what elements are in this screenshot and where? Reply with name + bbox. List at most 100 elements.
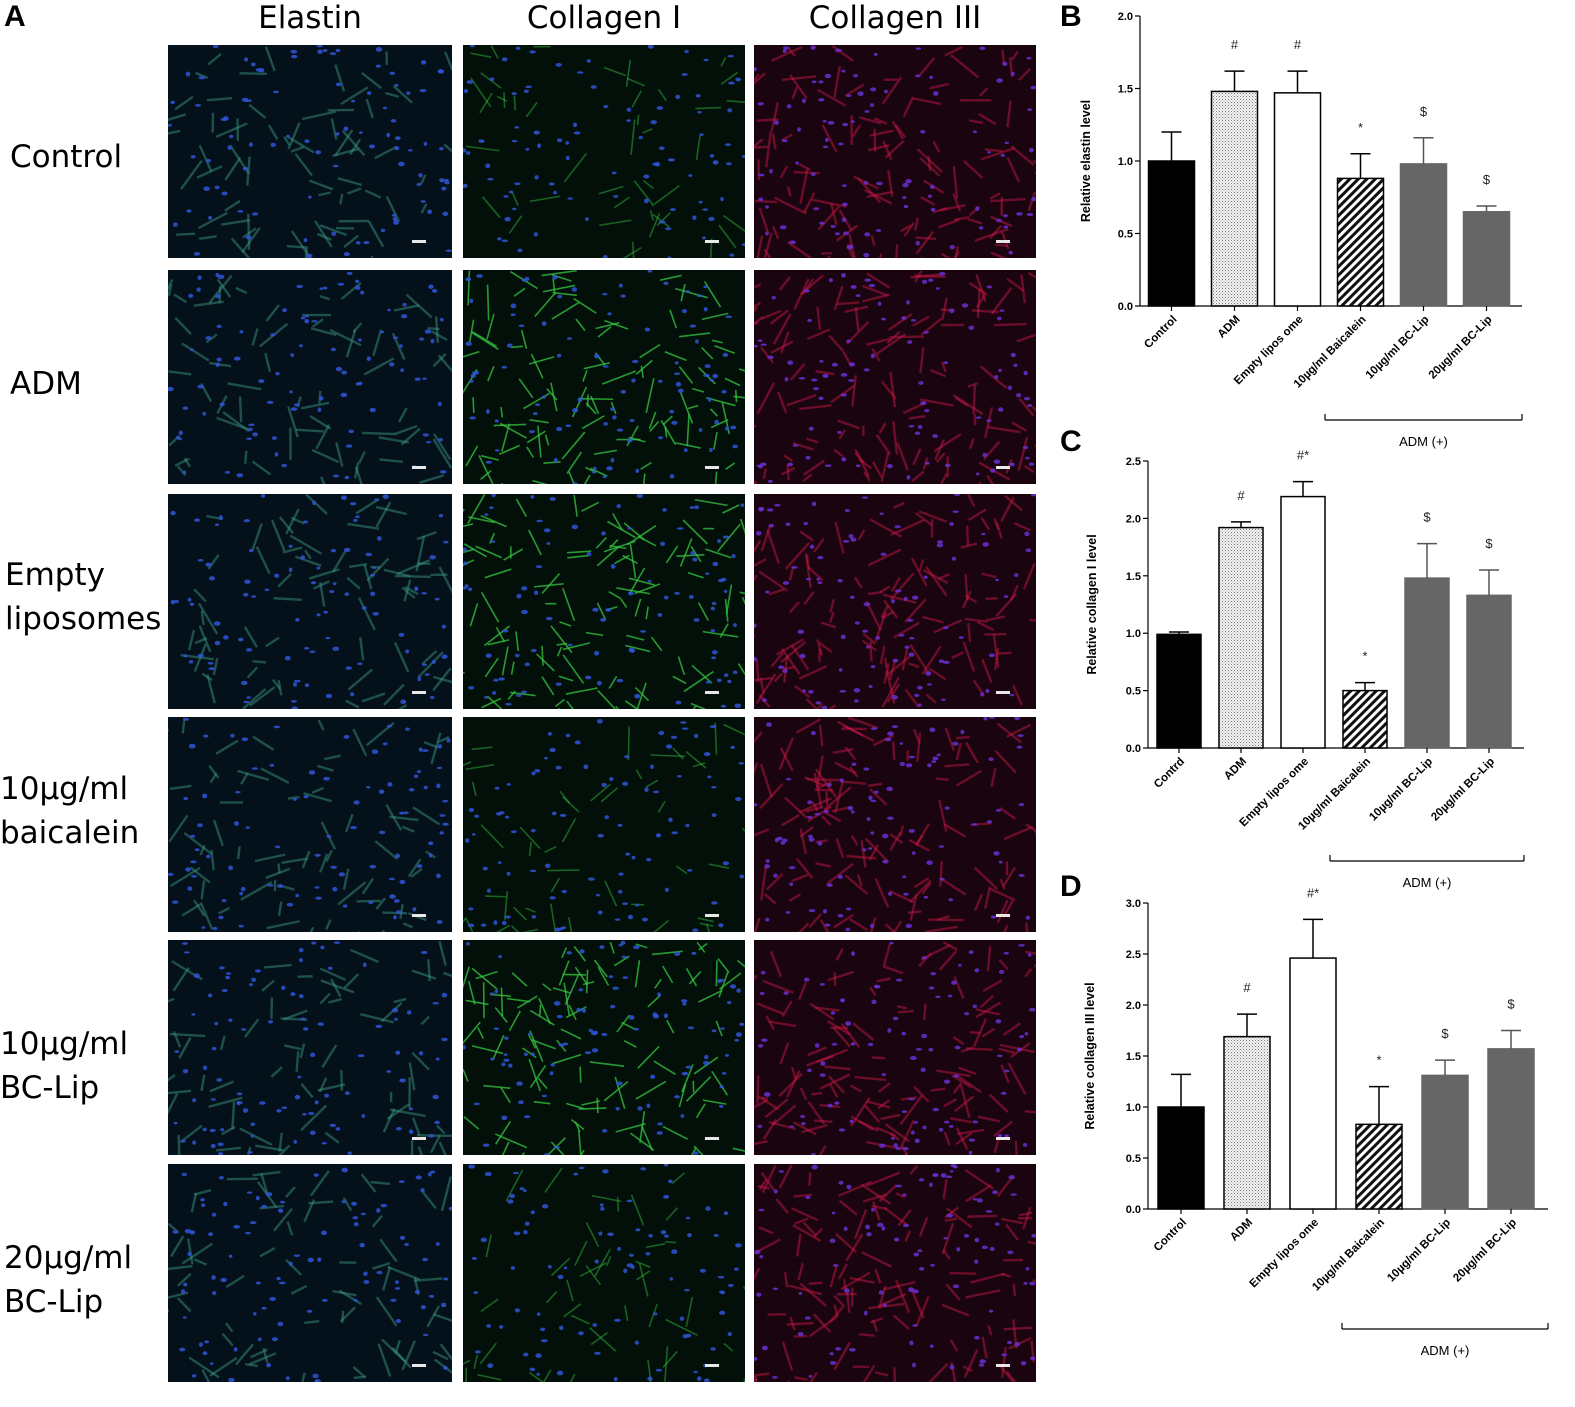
y-tick-label: 2.0 (1126, 1000, 1141, 1012)
bar-3 (1273, 92, 1322, 307)
chart-relative-collagen-iii: 0.0 0.5 1.0 1.5 2.0 2.5 3.0 Relative collagen I… (1060, 885, 1575, 1370)
scale-bar (705, 466, 719, 469)
row-label-control: Control (10, 139, 123, 175)
panel-b-letter: B (1060, 0, 1082, 33)
y-tick-label: 2.0 (1126, 513, 1141, 525)
micrograph-collagen3-3 (754, 494, 1036, 709)
significance-mark-5: $ (1423, 510, 1431, 525)
significance-mark-3: #* (1297, 448, 1309, 463)
y-tick-label: 2.5 (1126, 456, 1141, 468)
bar-2 (1223, 1035, 1271, 1210)
group-label: ADM (+) (1403, 875, 1452, 890)
micrograph-elastin-6 (168, 1164, 452, 1382)
scale-bar (705, 1364, 719, 1367)
micrograph-elastin-1 (168, 45, 452, 258)
bar-2 (1218, 526, 1264, 749)
x-tick-label-4: 10µg/ml Baicalein (1310, 1217, 1387, 1294)
micrograph-collagen1-4 (463, 717, 745, 932)
scale-bar (705, 1137, 719, 1140)
y-tick-label: 0.0 (1126, 1204, 1141, 1216)
micrograph-collagen3-1 (754, 45, 1036, 258)
scale-bar (996, 466, 1010, 469)
scale-bar (412, 914, 426, 917)
bar-1 (1156, 633, 1202, 749)
micrograph-elastin-5 (168, 940, 452, 1155)
row-label-empty-liposomes: Empty liposomes (5, 557, 162, 637)
significance-mark-4: * (1362, 649, 1367, 664)
scale-bar (412, 691, 426, 694)
scale-bar (996, 691, 1010, 694)
micrograph-collagen1-6 (463, 1164, 745, 1382)
micrograph-collagen1-5 (463, 940, 745, 1155)
y-tick-label: 1.0 (1126, 1102, 1141, 1114)
x-tick-label-3: Empty lipos ome (1248, 1217, 1322, 1291)
column-header-elastin: Elastin (258, 0, 362, 36)
x-tick-label-5: 10µg/ml BC-Lip (1364, 314, 1432, 382)
bar-2 (1210, 90, 1259, 307)
x-tick-label-5: 10µg/ml BC-Lip (1385, 1217, 1453, 1285)
significance-mark-2: # (1237, 488, 1245, 503)
bar-5 (1404, 577, 1450, 749)
significance-mark-5: $ (1420, 104, 1428, 119)
significance-mark-4: * (1376, 1053, 1381, 1068)
y-tick-label: 3.0 (1126, 898, 1141, 910)
micrograph-collagen3-5 (754, 940, 1036, 1155)
y-tick-label: 1.0 (1118, 156, 1133, 168)
micrograph-collagen3-4 (754, 717, 1036, 932)
scale-bar (412, 1137, 426, 1140)
significance-mark-5: $ (1441, 1026, 1449, 1041)
micrograph-elastin-4 (168, 717, 452, 932)
bar-6 (1466, 594, 1512, 749)
bar-4 (1355, 1123, 1403, 1210)
y-tick-label: 2.0 (1118, 11, 1133, 23)
y-axis-label: Relative elastin level (1079, 100, 1093, 222)
y-axis-label: Relative collagen III level (1083, 982, 1097, 1129)
micrograph-collagen1-3 (463, 494, 745, 709)
significance-mark-3: # (1294, 37, 1302, 52)
y-tick-label: 0.0 (1126, 743, 1141, 755)
row-label-adm: ADM (10, 366, 82, 402)
y-tick-label: 0.0 (1118, 301, 1133, 313)
scale-bar (996, 1137, 1010, 1140)
bar-4 (1336, 177, 1385, 307)
scale-bar (705, 691, 719, 694)
y-tick-label: 1.0 (1126, 628, 1141, 640)
x-tick-label-3: Empty lipos ome (1238, 756, 1312, 830)
group-label: ADM (+) (1421, 1343, 1470, 1358)
chart-relative-elastin: 0.0 0.5 1.0 1.5 2.0 Relative elastin level Con… (1060, 0, 1575, 449)
micrograph-collagen3-2 (754, 270, 1036, 484)
x-tick-label-2: ADM (1222, 756, 1249, 783)
y-axis-label: Relative collagen I level (1085, 534, 1099, 674)
bar-3 (1289, 957, 1337, 1210)
significance-mark-6: $ (1485, 536, 1493, 551)
x-tick-label-4: 10µg/ml Baicalein (1292, 314, 1369, 391)
significance-mark-6: $ (1483, 172, 1491, 187)
x-tick-label-1: Control (1142, 314, 1179, 351)
bar-6 (1462, 211, 1511, 307)
micrograph-collagen1-1 (463, 45, 745, 258)
x-tick-label-6: 20µg/ml BC-Lip (1429, 756, 1497, 824)
significance-mark-2: # (1231, 37, 1239, 52)
x-tick-label-2: ADM (1228, 1217, 1255, 1244)
bar-3 (1280, 495, 1326, 749)
x-tick-label-1: Control (1152, 1217, 1189, 1254)
panel-a-letter: A (4, 0, 26, 33)
bar-4 (1342, 689, 1388, 749)
scale-bar (996, 240, 1010, 243)
bar-1 (1147, 160, 1196, 307)
significance-mark-4: * (1358, 120, 1363, 135)
row-label-10ug-bc-lip: 10µg/ml BC-Lip (0, 1026, 129, 1106)
group-label: ADM (+) (1399, 434, 1448, 449)
significance-mark-3: #* (1307, 885, 1319, 900)
row-label-10ug-baicalein: 10µg/ml baicalein (0, 771, 140, 851)
x-tick-label-2: ADM (1216, 314, 1243, 341)
y-tick-label: 1.5 (1126, 1051, 1141, 1063)
scale-bar (412, 240, 426, 243)
y-tick-label: 0.5 (1118, 229, 1133, 241)
column-header-collagen-iii: Collagen III (808, 0, 982, 36)
y-tick-label: 0.5 (1126, 686, 1141, 698)
scale-bar (705, 914, 719, 917)
x-tick-label-3: Empty lipos ome (1232, 314, 1306, 388)
y-tick-label: 1.5 (1118, 84, 1133, 96)
scale-bar (705, 240, 719, 243)
